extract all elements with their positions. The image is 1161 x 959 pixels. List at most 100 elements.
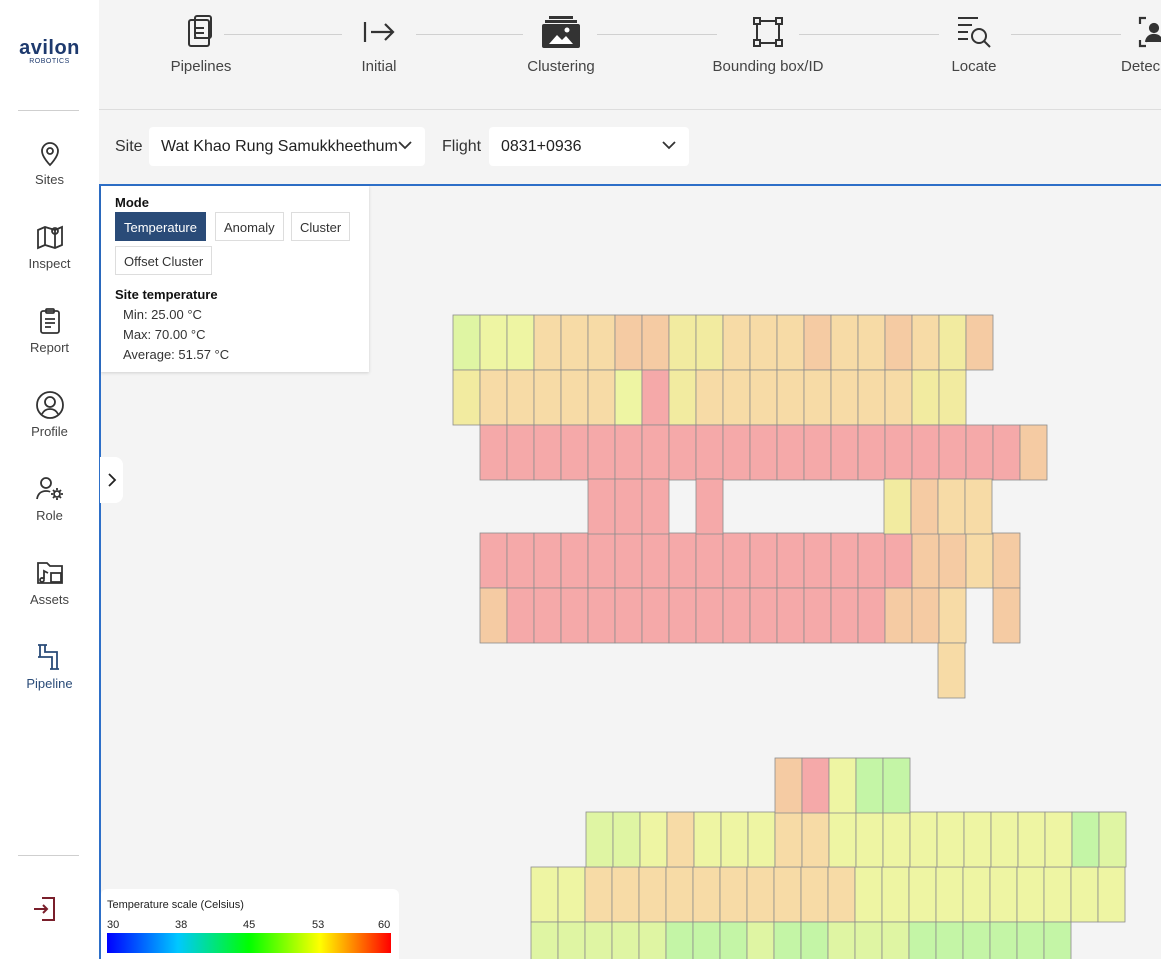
solar-panel-cell[interactable] [560,587,589,644]
solar-panel-cell[interactable] [800,921,829,959]
solar-panel-cell[interactable] [560,532,589,589]
solar-panel-cell[interactable] [828,811,857,868]
solar-panel-cell[interactable] [614,478,643,535]
solar-panel-cell[interactable] [479,587,508,644]
step-pipelines[interactable]: Pipelines [155,14,247,75]
solar-panel-cell[interactable] [749,587,778,644]
solar-panel-cell[interactable] [638,866,667,923]
solar-panel-cell[interactable] [722,532,751,589]
solar-panel-cell[interactable] [803,314,832,371]
solar-panel-cell[interactable] [1070,866,1099,923]
solar-panel-cell[interactable] [881,866,910,923]
site-select[interactable]: Wat Khao Rung Samukkheethum [149,127,425,166]
solar-panel-cell[interactable] [803,424,832,481]
solar-panel-cell[interactable] [884,587,913,644]
solar-panel-cell[interactable] [1043,921,1072,959]
solar-panel-cell[interactable] [857,369,886,426]
solar-panel-cell[interactable] [560,314,589,371]
solar-panel-cell[interactable] [611,921,640,959]
solar-panel-cell[interactable] [719,921,748,959]
solar-panel-cell[interactable] [882,811,911,868]
solar-panel-cell[interactable] [938,314,967,371]
solar-panel-cell[interactable] [830,587,859,644]
solar-panel-cell[interactable] [962,921,991,959]
solar-panel-cell[interactable] [722,369,751,426]
panel-grid[interactable] [101,186,1161,959]
solar-panel-cell[interactable] [910,478,939,535]
solar-panel-cell[interactable] [614,314,643,371]
solar-panel-cell[interactable] [801,757,830,814]
solar-panel-cell[interactable] [830,532,859,589]
expand-panel-button[interactable] [100,457,123,503]
sidebar-item-inspect[interactable]: Inspect [0,222,99,286]
solar-panel-cell[interactable] [506,369,535,426]
sidebar-item-role[interactable]: Role [0,474,99,538]
sidebar-item-sites[interactable]: Sites [0,138,99,202]
solar-panel-cell[interactable] [992,424,1021,481]
solar-panel-cell[interactable] [938,587,967,644]
solar-panel-cell[interactable] [854,921,883,959]
solar-panel-cell[interactable] [989,866,1018,923]
solar-panel-cell[interactable] [746,866,775,923]
solar-panel-cell[interactable] [557,866,586,923]
solar-panel-cell[interactable] [668,424,697,481]
flight-select[interactable]: 0831+0936 [489,127,689,166]
solar-panel-cell[interactable] [611,866,640,923]
solar-panel-cell[interactable] [668,587,697,644]
solar-panel-cell[interactable] [774,811,803,868]
mode-cluster-button[interactable]: Cluster [291,212,351,241]
solar-panel-cell[interactable] [884,314,913,371]
solar-panel-cell[interactable] [719,866,748,923]
sidebar-item-report[interactable]: Report [0,306,99,370]
solar-panel-cell[interactable] [827,921,856,959]
solar-panel-cell[interactable] [992,587,1021,644]
solar-panel-cell[interactable] [612,811,641,868]
solar-panel-cell[interactable] [803,369,832,426]
solar-panel-cell[interactable] [990,811,1019,868]
solar-panel-cell[interactable] [530,921,559,959]
solar-panel-cell[interactable] [746,921,775,959]
solar-panel-cell[interactable] [1098,811,1127,868]
solar-panel-cell[interactable] [533,532,562,589]
logout-button[interactable] [30,894,60,924]
solar-panel-cell[interactable] [800,866,829,923]
solar-panel-cell[interactable] [1019,424,1048,481]
solar-panel-cell[interactable] [911,532,940,589]
solar-panel-cell[interactable] [668,314,697,371]
solar-panel-cell[interactable] [855,811,884,868]
solar-panel-cell[interactable] [695,424,724,481]
mode-anomaly-button[interactable]: Anomaly [215,212,284,241]
solar-panel-cell[interactable] [479,314,508,371]
solar-panel-cell[interactable] [584,866,613,923]
solar-panel-cell[interactable] [776,532,805,589]
solar-panel-cell[interactable] [749,424,778,481]
solar-panel-cell[interactable] [587,587,616,644]
solar-panel-cell[interactable] [854,866,883,923]
solar-panel-cell[interactable] [614,532,643,589]
solar-panel-cell[interactable] [937,642,966,699]
solar-panel-cell[interactable] [773,866,802,923]
solar-panel-cell[interactable] [963,811,992,868]
solar-panel-cell[interactable] [692,866,721,923]
solar-panel-cell[interactable] [479,369,508,426]
solar-panel-cell[interactable] [695,587,724,644]
solar-panel-cell[interactable] [937,478,966,535]
sidebar-item-profile[interactable]: Profile [0,390,99,454]
solar-panel-cell[interactable] [722,314,751,371]
solar-panel-cell[interactable] [776,314,805,371]
solar-panel-cell[interactable] [506,424,535,481]
solar-panel-cell[interactable] [693,811,722,868]
solar-panel-cell[interactable] [479,424,508,481]
solar-panel-cell[interactable] [665,866,694,923]
solar-panel-cell[interactable] [533,369,562,426]
solar-panel-cell[interactable] [668,532,697,589]
solar-panel-cell[interactable] [587,424,616,481]
solar-panel-cell[interactable] [884,424,913,481]
solar-panel-cell[interactable] [962,866,991,923]
solar-panel-cell[interactable] [749,369,778,426]
solar-panel-cell[interactable] [830,424,859,481]
solar-panel-cell[interactable] [803,532,832,589]
solar-panel-cell[interactable] [776,369,805,426]
solar-panel-cell[interactable] [857,532,886,589]
sidebar-item-pipeline[interactable]: Pipeline [0,642,99,706]
